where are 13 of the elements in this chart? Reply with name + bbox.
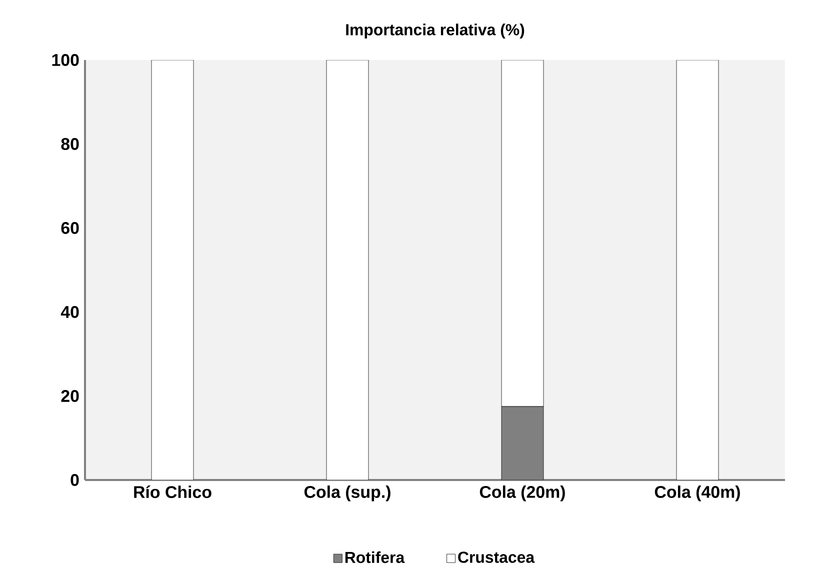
y-tick-label: 100 [52, 54, 79, 66]
x-tick-label: Cola (40m) [654, 486, 740, 502]
x-tick-label: Río Chico [134, 486, 212, 498]
legend-label: Rotifera [345, 551, 405, 564]
x-tick-label: Cola (20m) [480, 486, 565, 502]
legend-label: Crustacea [458, 552, 535, 563]
y-tick-label: 40 [60, 306, 79, 318]
y-tick-label: 60 [61, 222, 79, 234]
y-tick-label: 80 [61, 138, 79, 150]
y-tick-label: 20 [61, 390, 79, 402]
chart-title: Importancia relativa (%) [346, 24, 524, 39]
y-tick-label: 0 [70, 474, 79, 486]
x-tick-label: Cola (sup.) [304, 486, 390, 502]
